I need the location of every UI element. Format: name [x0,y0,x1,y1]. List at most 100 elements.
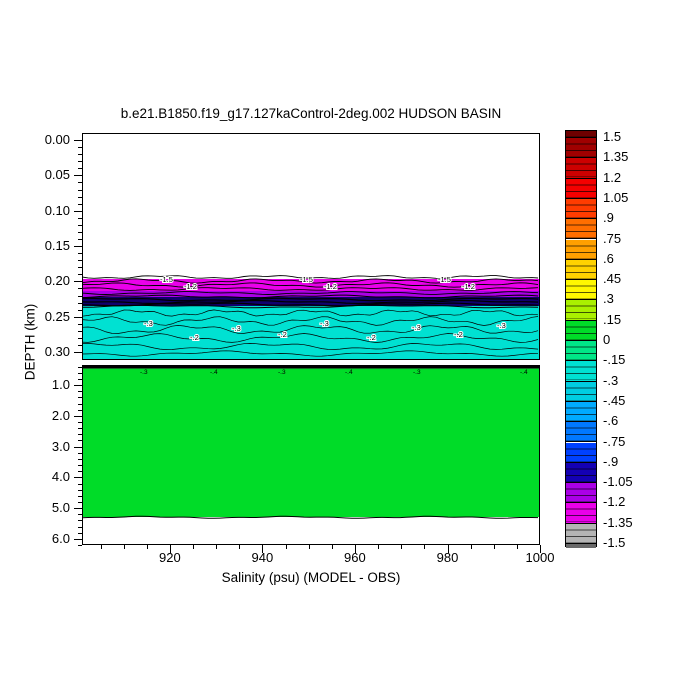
surface-dark-band [82,366,540,369]
x-minor-tick [100,545,102,549]
y-minor-tick [78,501,82,503]
colorbar-label: 0 [603,332,611,347]
contour-label: -.3 [497,321,506,330]
contour-label: -1.2 [324,282,337,291]
y-minor-tick [78,337,82,339]
y-minor-tick [78,238,82,240]
colorbar-box [566,544,596,548]
contour-label: -.2 [454,330,463,339]
colorbar-label: -.3 [603,372,619,388]
contour-line [82,350,539,357]
x-minor-tick [424,545,426,549]
y-minor-tick [78,458,82,460]
colorbar-label: -.9 [603,453,619,469]
y-minor-tick [78,323,82,325]
colorbar-label: .6 [603,250,614,266]
colorbar-label: .15 [603,311,622,327]
colorbar-box [566,422,596,443]
y-minor-tick [78,189,82,191]
y-minor-tick [78,330,82,332]
y-tick-label: 0.00 [44,132,70,147]
colorbar-box [566,462,596,484]
contour-line [82,325,539,334]
y-minor-tick [78,231,82,233]
y-minor-tick [78,428,82,430]
contour-line [82,343,539,350]
colorbar-box [566,300,596,321]
y-minor-tick [78,514,82,516]
y-tick-label: 3.0 [51,438,70,454]
x-minor-tick [146,545,148,549]
y-minor-tick [78,295,82,297]
y-tick-label: 0.05 [44,167,70,183]
colorbar-label: .45 [603,271,622,287]
y-tick-label: 2.0 [51,407,70,423]
contour-label: -.2 [367,333,376,342]
y-tick-label: 0.25 [44,308,70,324]
colorbar-box [566,158,596,179]
colorbar-box [566,320,596,341]
x-tick-label: 920 [159,550,181,565]
colorbar-label: 1.5 [603,129,622,144]
x-tick-label: 960 [344,550,366,565]
colorbar-box [566,401,596,423]
y-major-tick [74,175,82,177]
y-minor-tick [78,161,82,163]
y-minor-tick [78,372,82,374]
y-minor-tick [78,495,82,497]
contour-label: -.4 [520,369,528,376]
contour-label: -1.5 [438,275,451,284]
contour-label: -1.5 [300,275,313,284]
x-minor-tick [401,545,403,549]
contour-line [82,275,539,279]
contour-label: -.2 [190,333,199,342]
y-minor-tick [78,154,82,156]
colorbar-box [566,138,596,159]
colorbar-box [566,219,596,240]
y-minor-tick [78,391,82,393]
x-minor-tick [216,545,218,549]
contour-label: -1.5 [160,275,173,284]
contour-label: -.3 [140,369,148,376]
colorbar-box [566,259,596,281]
colorbar-label: .3 [603,291,614,307]
x-major-tick [447,545,449,553]
contour-line [82,278,539,284]
colorbar-box [566,198,596,220]
y-minor-tick [78,532,82,534]
green-field [82,368,540,517]
colorbar-label: .75 [603,230,622,246]
y-major-tick [74,415,82,417]
contour-label: -.3 [144,319,153,328]
contour-line [82,302,539,307]
y-minor-tick [78,217,82,219]
y-major-tick [74,446,82,448]
y-minor-tick [78,526,82,528]
x-minor-tick [378,545,380,549]
contour-label: -.3 [413,369,421,376]
contour-line [82,309,539,317]
x-minor-tick [331,545,333,549]
colorbar-label: -1.5 [603,535,626,550]
y-minor-tick [78,344,82,346]
contour-label: -1.2 [462,282,475,291]
contour-label: -.4 [210,369,218,376]
contour-line [82,304,539,309]
colorbar-box [566,131,596,138]
y-major-tick [74,140,82,141]
lower-depth-panel: -.3 -.4 -.3 -.4 -.3 -.4 [82,365,540,545]
contour-label: -.3 [278,369,286,376]
y-major-tick [74,281,82,283]
x-major-tick [540,545,541,553]
contour-line [82,297,539,302]
y-tick-label: 0.30 [44,344,70,359]
y-minor-tick [78,274,82,276]
y-minor-tick [78,465,82,466]
colorbar-label: -.75 [603,433,626,449]
y-major-tick [74,316,82,318]
colorbar-label: 1.05 [603,189,629,205]
x-minor-tick [516,545,518,549]
cyan-band [82,306,540,360]
colorbar-box [566,361,596,382]
colorbar-label: -1.35 [603,514,633,530]
